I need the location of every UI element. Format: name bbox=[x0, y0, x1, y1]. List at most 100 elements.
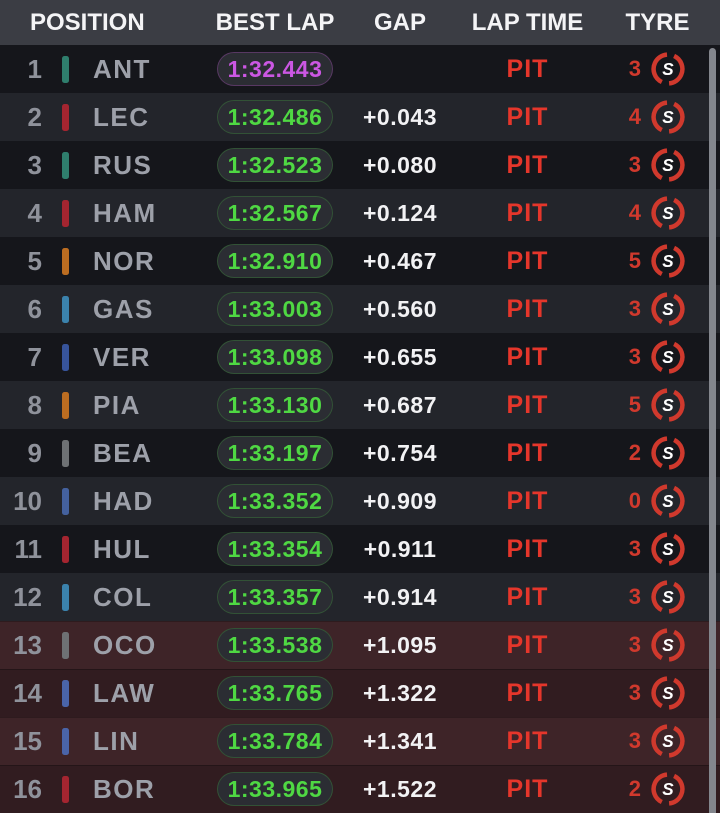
best-lap-cell: 1:33.765 bbox=[210, 676, 340, 710]
lap-time-status: PIT bbox=[506, 390, 549, 419]
tyre-lap-count: 3 bbox=[628, 536, 641, 561]
lap-time-status: PIT bbox=[506, 678, 549, 707]
gap-value: +1.341 bbox=[363, 727, 437, 754]
soft-tyre-icon: S bbox=[651, 580, 685, 614]
team-color-cell bbox=[55, 247, 83, 275]
soft-tyre-icon: S bbox=[651, 52, 685, 86]
table-row: 1 ANT 1:32.443 PIT 3 S bbox=[0, 45, 720, 93]
team-color-bar bbox=[62, 55, 69, 83]
table-row: 14 LAW 1:33.765 +1.322 PIT 3 S bbox=[0, 669, 720, 717]
driver-code: COL bbox=[93, 581, 153, 612]
team-color-cell bbox=[55, 535, 83, 563]
tyre-icon-cell: S bbox=[648, 771, 720, 807]
table-row: 3 RUS 1:32.523 +0.080 PIT 3 S bbox=[0, 141, 720, 189]
column-header-gap: GAP bbox=[373, 8, 426, 36]
position-number: 8 bbox=[27, 389, 42, 420]
team-color-bar bbox=[62, 151, 69, 179]
position-number: 14 bbox=[13, 677, 42, 708]
tyre-compound-letter: S bbox=[662, 684, 674, 703]
lap-time-status: PIT bbox=[506, 246, 549, 275]
table-row: 6 GAS 1:33.003 +0.560 PIT 3 S bbox=[0, 285, 720, 333]
table-row: 13 OCO 1:33.538 +1.095 PIT 3 S bbox=[0, 621, 720, 669]
lap-time-status: PIT bbox=[506, 102, 549, 131]
best-lap-cell: 1:33.354 bbox=[210, 532, 340, 566]
column-header-tyre: TYRE bbox=[625, 8, 690, 36]
tyre-icon-cell: S bbox=[648, 579, 720, 615]
team-color-bar bbox=[62, 535, 69, 563]
tyre-icon-cell: S bbox=[648, 531, 720, 567]
lap-time-status: PIT bbox=[506, 150, 549, 179]
best-lap-cell: 1:32.567 bbox=[210, 196, 340, 230]
position-number: 11 bbox=[14, 533, 43, 564]
table-header-row: POSITION BEST LAP GAP LAP TIME TYRE bbox=[0, 0, 720, 45]
best-lap-cell: 1:32.910 bbox=[210, 244, 340, 278]
gap-value: +0.914 bbox=[363, 583, 437, 610]
team-color-cell bbox=[55, 295, 83, 323]
tyre-icon-cell: S bbox=[648, 387, 720, 423]
driver-code: HAD bbox=[93, 485, 154, 516]
gap-value: +0.560 bbox=[363, 295, 437, 322]
position-number: 13 bbox=[13, 629, 42, 660]
table-row: 15 LIN 1:33.784 +1.341 PIT 3 S bbox=[0, 717, 720, 765]
best-lap-pill: 1:33.784 bbox=[217, 724, 333, 758]
soft-tyre-icon: S bbox=[651, 628, 685, 662]
best-lap-cell: 1:33.965 bbox=[210, 772, 340, 806]
scrollbar-thumb[interactable] bbox=[709, 48, 716, 813]
position-number: 6 bbox=[27, 293, 42, 324]
tyre-lap-count: 2 bbox=[628, 440, 641, 465]
tyre-icon-cell: S bbox=[648, 483, 720, 519]
tyre-lap-count: 5 bbox=[628, 392, 641, 417]
team-color-bar bbox=[62, 343, 69, 371]
lap-time-status: PIT bbox=[506, 342, 549, 371]
team-color-bar bbox=[62, 439, 69, 467]
soft-tyre-icon: S bbox=[651, 724, 685, 758]
best-lap-pill: 1:33.357 bbox=[217, 580, 333, 614]
lap-time-status: PIT bbox=[506, 630, 549, 659]
gap-value: +0.467 bbox=[363, 247, 437, 274]
tyre-compound-letter: S bbox=[662, 300, 674, 319]
soft-tyre-icon: S bbox=[651, 244, 685, 278]
best-lap-pill: 1:33.098 bbox=[217, 340, 333, 374]
tyre-compound-letter: S bbox=[662, 444, 674, 463]
best-lap-cell: 1:32.443 bbox=[210, 52, 340, 86]
tyre-lap-count: 3 bbox=[628, 680, 641, 705]
position-number: 12 bbox=[13, 581, 42, 612]
position-number: 1 bbox=[27, 53, 42, 84]
team-color-cell bbox=[55, 775, 83, 803]
best-lap-cell: 1:33.538 bbox=[210, 628, 340, 662]
driver-code: NOR bbox=[93, 245, 156, 276]
gap-value: +0.909 bbox=[363, 487, 437, 514]
gap-value: +1.322 bbox=[363, 679, 437, 706]
tyre-lap-count: 3 bbox=[628, 584, 641, 609]
column-header-position: POSITION bbox=[30, 8, 145, 36]
tyre-compound-letter: S bbox=[662, 396, 674, 415]
table-row: 8 PIA 1:33.130 +0.687 PIT 5 S bbox=[0, 381, 720, 429]
tyre-compound-letter: S bbox=[662, 252, 674, 271]
position-number: 4 bbox=[27, 197, 42, 228]
tyre-icon-cell: S bbox=[648, 435, 720, 471]
team-color-cell bbox=[55, 199, 83, 227]
tyre-lap-count: 3 bbox=[628, 344, 641, 369]
soft-tyre-icon: S bbox=[651, 676, 685, 710]
team-color-cell bbox=[55, 55, 83, 83]
best-lap-cell: 1:33.352 bbox=[210, 484, 340, 518]
team-color-bar bbox=[62, 679, 69, 707]
best-lap-pill: 1:32.910 bbox=[217, 244, 333, 278]
tyre-lap-count: 3 bbox=[628, 728, 641, 753]
driver-code: BEA bbox=[93, 437, 153, 468]
best-lap-cell: 1:33.130 bbox=[210, 388, 340, 422]
gap-value: +0.043 bbox=[363, 103, 437, 130]
team-color-bar bbox=[62, 103, 69, 131]
lap-time-status: PIT bbox=[506, 774, 549, 803]
tyre-icon-cell: S bbox=[648, 675, 720, 711]
soft-tyre-icon: S bbox=[651, 772, 685, 806]
lap-time-status: PIT bbox=[506, 726, 549, 755]
tyre-lap-count: 3 bbox=[628, 152, 641, 177]
tyre-compound-letter: S bbox=[662, 108, 674, 127]
tyre-compound-letter: S bbox=[662, 540, 674, 559]
gap-value: +0.911 bbox=[363, 535, 437, 562]
lap-time-status: PIT bbox=[506, 294, 549, 323]
soft-tyre-icon: S bbox=[651, 436, 685, 470]
tyre-compound-letter: S bbox=[662, 60, 674, 79]
soft-tyre-icon: S bbox=[651, 484, 685, 518]
